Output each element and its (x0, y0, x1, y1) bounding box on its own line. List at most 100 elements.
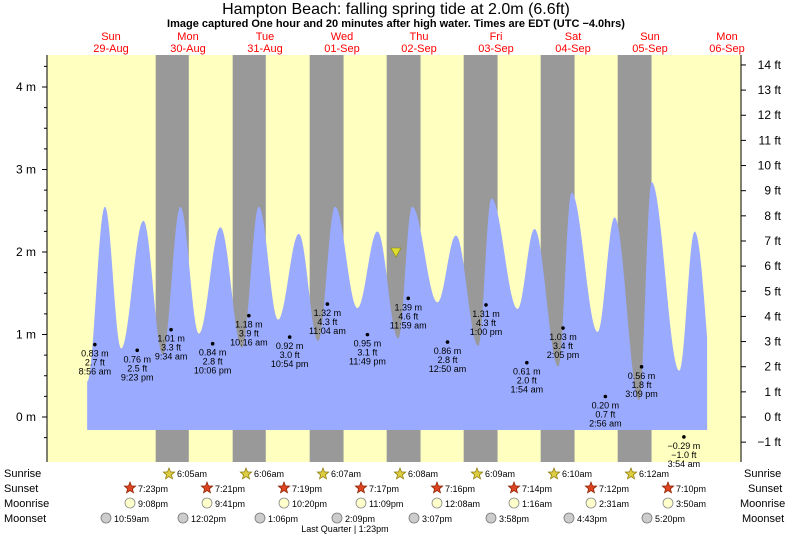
sunset-time: 7:17pm (369, 484, 399, 494)
sun-moon-events: 6:05am 6:06am 6:07am 6:08am 6:09am 6:10am 6:12… (100, 467, 706, 524)
day-labels: Sun29-AugMon30-AugTue31-AugWed01-SepThu0… (93, 31, 744, 55)
moonrise-time: 11:09pm (369, 499, 403, 509)
left-tick-label: 2 m (16, 245, 36, 259)
moon-phase: Last Quarter | 1:23pm (301, 524, 388, 534)
extreme-dot (365, 332, 370, 337)
tide-annotations: 0.83 m2.7 ft8:56 am0.76 m2.5 ft9:23 pm1.… (79, 296, 701, 469)
extreme-feet: 2.7 ft (85, 358, 106, 368)
extreme-meters: 1.32 m (314, 308, 342, 318)
extreme-meters: 1.01 m (157, 334, 185, 344)
sunrise-time: 6:05am (177, 469, 207, 479)
moon-icon (201, 497, 213, 509)
moonset-time: 3:07pm (422, 514, 452, 524)
tide-extreme-label: 1.31 m4.3 ft1:00 pm (470, 303, 503, 337)
extreme-meters: 1.31 m (472, 309, 500, 319)
right-tick-label: 5 ft (764, 284, 781, 298)
sunset-time: 7:14pm (522, 484, 552, 494)
extreme-feet: 4.3 ft (317, 317, 338, 327)
sunrise-time: 6:12am (639, 469, 669, 479)
day-date: 05-Sep (632, 43, 667, 55)
moonrise-label-right: Moonrise (740, 498, 785, 510)
sunset-label-left: Sunset (4, 483, 38, 495)
extreme-time: 12:50 am (429, 364, 467, 374)
sunset-time: 7:19pm (292, 484, 322, 494)
right-tick-label: 8 ft (764, 209, 781, 223)
extreme-time: 8:56 am (79, 367, 112, 377)
extreme-dot (287, 335, 292, 339)
day-name: Tue (256, 31, 275, 43)
sunset-time: 7:16pm (445, 484, 475, 494)
moon-icon (177, 512, 189, 524)
sun-icon (584, 481, 598, 494)
extreme-time: 2:56 am (589, 419, 622, 429)
moon-icon (254, 512, 266, 524)
extreme-meters: 0.84 m (199, 348, 227, 358)
extreme-time: 9:34 am (155, 352, 188, 362)
sun-icon (354, 481, 368, 494)
tide-extreme-label: 1.01 m3.3 ft9:34 am (155, 327, 188, 362)
extreme-feet: 0.7 ft (595, 410, 616, 420)
sunset-time: 7:21pm (215, 484, 245, 494)
extreme-meters: 0.61 m (513, 367, 541, 377)
left-tick-label: 4 m (16, 80, 36, 94)
extreme-meters: 0.83 m (81, 349, 109, 359)
moonrise-time: 12:08am (445, 499, 480, 509)
extreme-meters: 1.39 m (394, 302, 422, 312)
extreme-dot (169, 327, 173, 332)
sun-icon (547, 467, 561, 480)
right-tick-label: 14 ft (758, 58, 782, 72)
day-name: Mon (716, 31, 737, 43)
tide-extreme-label: −0.29 m−1.0 ft3:54 am (668, 435, 701, 469)
moon-icon (100, 512, 112, 524)
sunrise-time: 6:10am (562, 469, 592, 479)
extreme-feet: 4.6 ft (398, 311, 419, 321)
extreme-time: 1:00 pm (470, 327, 503, 337)
extreme-dot (603, 394, 608, 399)
sun-icon (430, 481, 444, 494)
extreme-dot (561, 326, 565, 330)
moon-icon (585, 497, 597, 509)
moonrise-time: 2:31am (599, 499, 629, 509)
sunrise-time: 6:08am (408, 469, 438, 479)
moon-icon (431, 497, 443, 509)
moonrise-time: 10:20pm (292, 499, 327, 509)
extreme-meters: 0.56 m (628, 371, 656, 381)
sun-icon (624, 467, 638, 480)
sunrise-time: 6:06am (254, 469, 284, 479)
moonrise-time: 3:50am (676, 499, 706, 509)
right-tick-label: 3 ft (764, 335, 781, 349)
sunset-label-right: Sunset (748, 483, 782, 495)
day-name: Thu (410, 31, 429, 43)
moonset-time: 5:20pm (655, 514, 685, 524)
day-date: 04-Sep (555, 43, 590, 55)
extreme-feet: 3.1 ft (357, 348, 378, 358)
left-axis-meters: 0 m 1 m 2 m 3 m 4 m (16, 55, 48, 462)
day-name: Wed (331, 31, 353, 43)
day-name: Sat (565, 31, 582, 43)
extreme-dot (406, 296, 411, 301)
extreme-time: 2:05 pm (547, 350, 580, 360)
sun-moon-rows: Sunrise Sunset Moonrise Moonset Sunrise … (4, 467, 785, 534)
extreme-time: 10:54 pm (271, 359, 309, 369)
moonrise-time: 9:08pm (138, 499, 168, 509)
sunrise-label-right: Sunrise (744, 468, 781, 480)
extreme-time: 3:09 pm (625, 389, 658, 399)
sunset-time: 7:10pm (676, 484, 706, 494)
extreme-feet: 3.3 ft (161, 343, 182, 353)
right-axis-feet: −1 ft 0 ft 1 ft 2 ft 3 ft 4 ft 5 ft 6 ft 7 ft 8 f… (740, 55, 782, 462)
sunset-time: 7:12pm (599, 484, 629, 494)
extreme-meters: 0.76 m (123, 354, 151, 364)
right-tick-label: 12 ft (758, 108, 782, 122)
day-date: 29-Aug (93, 43, 128, 55)
extreme-dot (484, 303, 488, 307)
extreme-feet: 4.3 ft (476, 318, 497, 328)
day-date: 06-Sep (709, 43, 744, 55)
right-tick-label: 7 ft (764, 234, 781, 248)
day-name: Sun (101, 31, 121, 43)
right-tick-label: 11 ft (759, 133, 782, 147)
extreme-meters: −0.29 m (668, 441, 701, 451)
sun-icon (661, 481, 675, 494)
